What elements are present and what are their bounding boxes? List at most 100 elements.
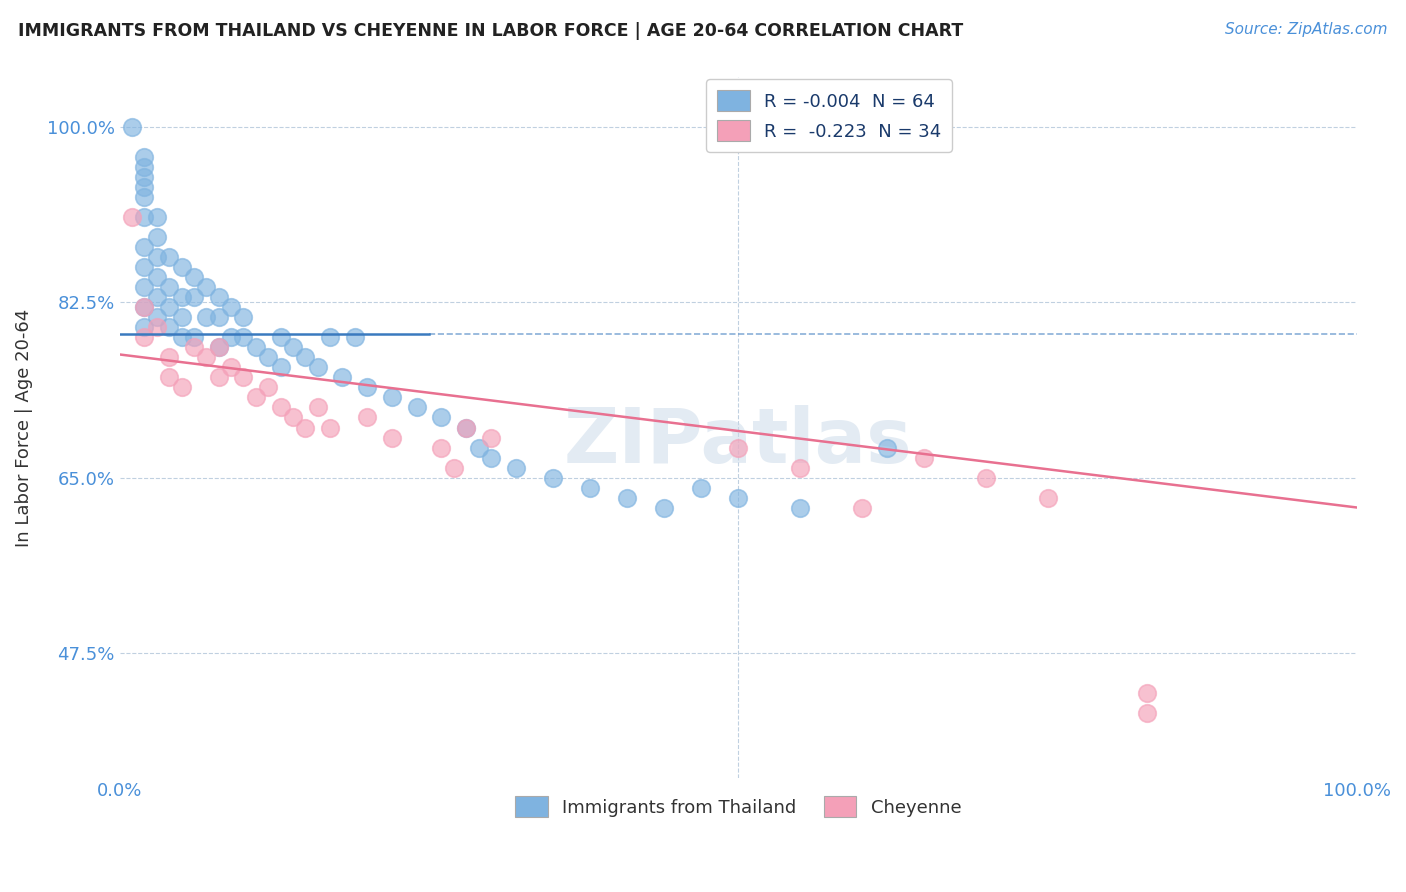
Point <box>134 280 156 294</box>
Point <box>208 290 231 304</box>
Point <box>121 211 143 225</box>
Point <box>257 380 280 394</box>
Point <box>134 260 156 275</box>
Point <box>319 330 342 344</box>
Point <box>356 410 378 425</box>
Point <box>257 351 280 365</box>
Text: ZIPatlas: ZIPatlas <box>564 404 912 478</box>
Point <box>270 360 292 375</box>
Point <box>134 301 156 315</box>
Point <box>319 420 342 434</box>
Point <box>219 330 242 344</box>
Point <box>195 310 218 325</box>
Point <box>134 301 156 315</box>
Point <box>134 190 156 204</box>
Point <box>219 360 242 375</box>
Point <box>134 211 156 225</box>
Point <box>245 391 267 405</box>
Point <box>146 310 169 325</box>
Point <box>381 391 404 405</box>
Point <box>134 240 156 254</box>
Point <box>430 441 453 455</box>
Text: Source: ZipAtlas.com: Source: ZipAtlas.com <box>1225 22 1388 37</box>
Point <box>356 380 378 394</box>
Point <box>789 460 811 475</box>
Point <box>270 330 292 344</box>
Point <box>183 290 205 304</box>
Point <box>245 341 267 355</box>
Point <box>307 401 329 415</box>
Point <box>430 410 453 425</box>
Point <box>579 481 602 495</box>
Point <box>789 500 811 515</box>
Point <box>183 270 205 285</box>
Point <box>343 330 366 344</box>
Point <box>146 211 169 225</box>
Point <box>912 450 935 465</box>
Point <box>456 420 478 434</box>
Point <box>652 500 675 515</box>
Point <box>157 320 180 334</box>
Point <box>146 290 169 304</box>
Point <box>307 360 329 375</box>
Point <box>134 320 156 334</box>
Point <box>505 460 527 475</box>
Point <box>332 370 354 384</box>
Point <box>405 401 427 415</box>
Point <box>294 420 316 434</box>
Point <box>170 290 193 304</box>
Point <box>232 310 254 325</box>
Point <box>1136 706 1159 720</box>
Point <box>281 341 304 355</box>
Point <box>208 341 231 355</box>
Point <box>479 430 502 444</box>
Point <box>208 370 231 384</box>
Point <box>727 441 749 455</box>
Point <box>134 180 156 194</box>
Point <box>146 230 169 244</box>
Point <box>270 401 292 415</box>
Point <box>690 481 713 495</box>
Point <box>232 370 254 384</box>
Point <box>1036 491 1059 505</box>
Point <box>134 151 156 165</box>
Y-axis label: In Labor Force | Age 20-64: In Labor Force | Age 20-64 <box>15 309 32 547</box>
Point <box>134 161 156 175</box>
Point <box>183 341 205 355</box>
Point <box>616 491 638 505</box>
Point <box>170 260 193 275</box>
Point <box>146 320 169 334</box>
Point <box>208 341 231 355</box>
Point <box>541 470 564 484</box>
Point <box>876 441 898 455</box>
Point <box>1136 685 1159 699</box>
Point <box>183 330 205 344</box>
Point <box>467 441 489 455</box>
Point <box>170 380 193 394</box>
Point <box>134 330 156 344</box>
Legend: Immigrants from Thailand, Cheyenne: Immigrants from Thailand, Cheyenne <box>508 789 969 824</box>
Point <box>121 120 143 135</box>
Point <box>381 430 404 444</box>
Point <box>456 420 478 434</box>
Point <box>157 251 180 265</box>
Point <box>727 491 749 505</box>
Point <box>851 500 873 515</box>
Point <box>195 280 218 294</box>
Point <box>208 310 231 325</box>
Point <box>157 370 180 384</box>
Point <box>146 251 169 265</box>
Point <box>146 270 169 285</box>
Point <box>232 330 254 344</box>
Point <box>294 351 316 365</box>
Point <box>281 410 304 425</box>
Point <box>134 170 156 185</box>
Point <box>219 301 242 315</box>
Point <box>170 330 193 344</box>
Point <box>157 280 180 294</box>
Text: IMMIGRANTS FROM THAILAND VS CHEYENNE IN LABOR FORCE | AGE 20-64 CORRELATION CHAR: IMMIGRANTS FROM THAILAND VS CHEYENNE IN … <box>18 22 963 40</box>
Point <box>479 450 502 465</box>
Point <box>157 351 180 365</box>
Point <box>443 460 465 475</box>
Point <box>170 310 193 325</box>
